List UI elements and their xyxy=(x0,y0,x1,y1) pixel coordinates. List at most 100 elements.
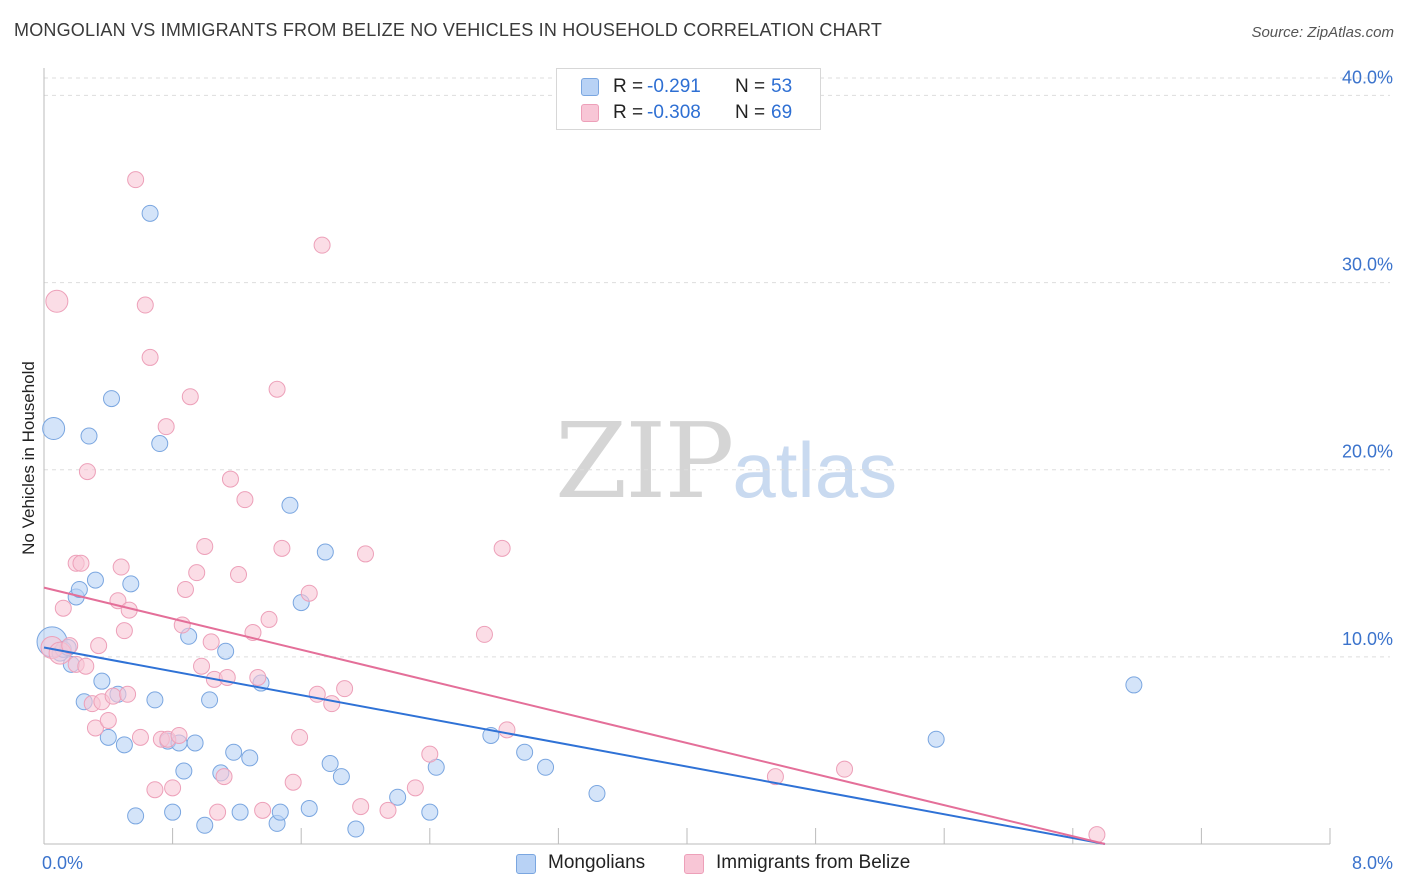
mongolian-point xyxy=(316,543,334,561)
belize-point xyxy=(112,558,130,576)
belize-point xyxy=(136,296,154,314)
mongolian-point xyxy=(146,691,164,709)
belize-point xyxy=(336,680,354,698)
mongolian-point xyxy=(70,580,88,598)
belize-point xyxy=(45,289,69,313)
grid-layer xyxy=(44,77,1390,658)
mongolian-point xyxy=(217,642,235,660)
legend-n-value: 53 xyxy=(771,76,793,97)
legend-label: Immigrants from Belize xyxy=(716,852,911,873)
belize-point xyxy=(493,539,511,557)
belize-point xyxy=(141,348,159,366)
belize-point xyxy=(254,801,272,819)
belize-point xyxy=(406,779,424,797)
legend-n-label: N = xyxy=(735,76,766,97)
belize-point xyxy=(127,171,145,189)
belize-point xyxy=(78,463,96,481)
belize-point xyxy=(188,564,206,582)
belize-point xyxy=(202,633,220,651)
y-tick-label: 20.0% xyxy=(1342,442,1393,462)
mongolian-point xyxy=(347,820,365,838)
belize-point xyxy=(61,637,79,655)
mongolian-point xyxy=(927,730,945,748)
belize-point xyxy=(215,768,233,786)
belize-point xyxy=(273,539,291,557)
mongolian-point xyxy=(421,803,439,821)
belize-point xyxy=(72,554,90,572)
mongolian-point xyxy=(281,496,299,514)
belize-point xyxy=(119,685,137,703)
mongolian-point xyxy=(175,762,193,780)
belize-point xyxy=(357,545,374,563)
y-axis-label: No Vehicles in Household xyxy=(19,361,38,555)
mongolian-point xyxy=(516,743,534,761)
belize-point xyxy=(115,622,133,640)
axis-layer xyxy=(43,68,1331,845)
legend-swatch-blue xyxy=(516,854,536,874)
belize-point xyxy=(99,711,117,729)
series-mongolians xyxy=(36,204,1143,838)
belize-point xyxy=(131,728,149,746)
belize-point xyxy=(221,470,239,488)
mongolian-point xyxy=(103,390,121,408)
x-tick-label: 0.0% xyxy=(42,853,83,873)
tick-layer: 10.0% 20.0% 30.0% 40.0% 0.0% 8.0% xyxy=(42,67,1393,873)
mongolian-point xyxy=(271,803,289,821)
y-tick-label: 10.0% xyxy=(1342,629,1393,649)
y-tick-label: 30.0% xyxy=(1342,255,1393,275)
belize-point xyxy=(193,657,211,675)
legend-swatch-pink xyxy=(684,854,704,874)
legend-n-value: 69 xyxy=(771,102,793,123)
mongolian-point xyxy=(42,417,66,441)
belize-point xyxy=(86,719,104,737)
belize-point xyxy=(475,625,493,643)
trend-layer xyxy=(43,586,1106,845)
legend-label: Mongolians xyxy=(548,852,646,873)
correlation-legend: R = -0.291 N = 53 R = -0.308 N = 69 xyxy=(556,68,821,130)
belize-point xyxy=(164,779,182,797)
belize-point xyxy=(260,610,278,628)
watermark-zip: ZIP xyxy=(555,400,734,522)
mongolian-point xyxy=(1125,676,1143,694)
x-tick-label: 8.0% xyxy=(1352,853,1393,873)
mongolian-point xyxy=(241,749,259,767)
legend-swatch-blue xyxy=(581,78,599,96)
trend-line-mongolians xyxy=(43,646,1106,845)
belize-point xyxy=(181,388,199,406)
belize-point xyxy=(157,418,175,436)
mongolian-point xyxy=(332,768,350,786)
belize-point xyxy=(379,801,397,819)
y-tick-label: 40.0% xyxy=(1342,67,1393,87)
mongolian-point xyxy=(122,575,140,593)
trend-line-belize xyxy=(43,586,1106,845)
mongolian-point xyxy=(231,803,249,821)
belize-point xyxy=(766,768,784,786)
belize-point xyxy=(170,726,188,744)
belize-point xyxy=(313,236,331,254)
belize-point xyxy=(54,599,72,617)
belize-point xyxy=(209,803,227,821)
mongolian-point xyxy=(537,758,555,776)
belize-point xyxy=(352,798,370,816)
mongolian-point xyxy=(141,204,159,222)
belize-point xyxy=(196,537,214,555)
legend-r-label: R = xyxy=(613,102,644,123)
belize-point xyxy=(323,695,341,713)
legend-r-value: -0.308 xyxy=(647,102,701,123)
belize-point xyxy=(104,687,122,705)
mongolian-point xyxy=(164,803,182,821)
legend-r-value: -0.291 xyxy=(647,76,701,97)
legend-n-label: N = xyxy=(735,102,766,123)
belize-point xyxy=(146,781,164,799)
chart-title: MONGOLIAN VS IMMIGRANTS FROM BELIZE NO V… xyxy=(14,20,883,40)
belize-point xyxy=(498,721,516,739)
mongolian-point xyxy=(300,799,318,817)
mongolian-point xyxy=(93,672,111,690)
belize-point xyxy=(230,566,248,584)
source-label: Source: ZipAtlas.com xyxy=(1251,24,1394,41)
legend-swatch-pink xyxy=(581,104,599,122)
mongolian-point xyxy=(86,571,104,589)
mongolian-point xyxy=(80,427,98,445)
belize-point xyxy=(268,380,286,398)
